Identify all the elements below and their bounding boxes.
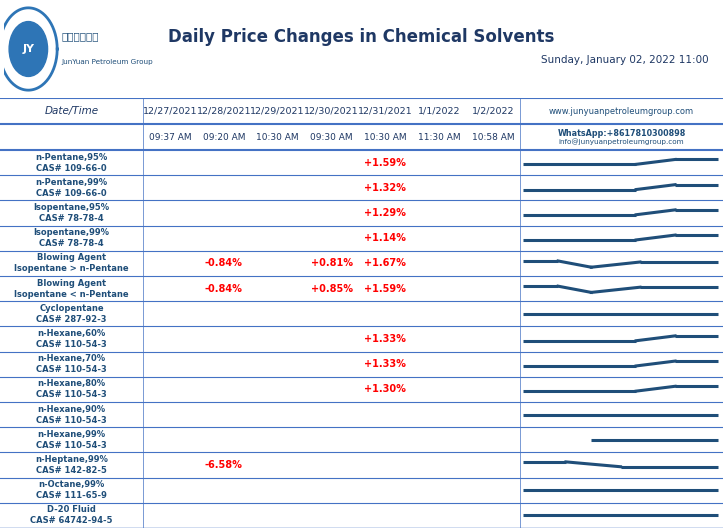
Text: 12/28/2021: 12/28/2021 [197, 107, 251, 116]
Text: n-Hexane,80%
CAS# 110-54-3: n-Hexane,80% CAS# 110-54-3 [36, 379, 107, 400]
Text: n-Octane,99%
CAS# 111-65-9: n-Octane,99% CAS# 111-65-9 [36, 480, 107, 500]
Text: +1.59%: +1.59% [364, 284, 406, 294]
Text: JY: JY [22, 44, 34, 54]
Text: +1.67%: +1.67% [364, 258, 406, 268]
Text: +0.85%: +0.85% [310, 284, 353, 294]
Text: +1.32%: +1.32% [364, 183, 406, 193]
Text: n-Hexane,60%
CAS# 110-54-3: n-Hexane,60% CAS# 110-54-3 [36, 329, 107, 349]
Text: Date/Time: Date/Time [44, 106, 98, 116]
Text: 09:30 AM: 09:30 AM [310, 133, 353, 142]
Text: Cyclopentane
CAS# 287-92-3: Cyclopentane CAS# 287-92-3 [36, 304, 107, 324]
Text: 12/30/2021: 12/30/2021 [304, 107, 359, 116]
Text: -6.58%: -6.58% [205, 460, 243, 470]
Text: +1.30%: +1.30% [364, 384, 406, 394]
Text: 11:30 AM: 11:30 AM [418, 133, 461, 142]
Text: Sunday, January 02, 2022 11:00: Sunday, January 02, 2022 11:00 [541, 55, 709, 65]
Text: +1.59%: +1.59% [364, 157, 406, 167]
Text: 10:30 AM: 10:30 AM [257, 133, 299, 142]
Text: Daily Price Changes in Chemical Solvents: Daily Price Changes in Chemical Solvents [168, 28, 555, 46]
Text: n-Heptane,99%
CAS# 142-82-5: n-Heptane,99% CAS# 142-82-5 [35, 455, 108, 475]
Text: Isopentane,95%
CAS# 78-78-4: Isopentane,95% CAS# 78-78-4 [33, 203, 110, 223]
Text: 10:58 AM: 10:58 AM [472, 133, 514, 142]
Text: D-20 Fluid
CAS# 64742-94-5: D-20 Fluid CAS# 64742-94-5 [30, 505, 113, 525]
Text: +1.33%: +1.33% [364, 359, 406, 369]
Text: 12/29/2021: 12/29/2021 [250, 107, 305, 116]
Text: -0.84%: -0.84% [205, 258, 243, 268]
Text: 12/31/2021: 12/31/2021 [358, 107, 413, 116]
Text: +0.81%: +0.81% [310, 258, 353, 268]
Text: 10:30 AM: 10:30 AM [364, 133, 406, 142]
Text: +1.14%: +1.14% [364, 233, 406, 243]
Text: www.junyuanpetroleumgroup.com: www.junyuanpetroleumgroup.com [549, 107, 694, 116]
Text: 1/1/2022: 1/1/2022 [418, 107, 461, 116]
Text: JunYuan Petroleum Group: JunYuan Petroleum Group [61, 59, 153, 65]
Text: Blowing Agent
Isopentane > n-Pentane: Blowing Agent Isopentane > n-Pentane [14, 253, 129, 274]
Text: 俊源石油集团: 俊源石油集团 [61, 31, 99, 41]
Text: 09:20 AM: 09:20 AM [202, 133, 245, 142]
Circle shape [9, 22, 48, 77]
Text: n-Pentane,95%
CAS# 109-66-0: n-Pentane,95% CAS# 109-66-0 [35, 153, 108, 173]
Text: 1/2/2022: 1/2/2022 [472, 107, 514, 116]
Text: WhatsApp:+8617810300898: WhatsApp:+8617810300898 [557, 128, 685, 137]
Text: n-Hexane,99%
CAS# 110-54-3: n-Hexane,99% CAS# 110-54-3 [36, 430, 107, 450]
Text: -0.84%: -0.84% [205, 284, 243, 294]
Text: +1.33%: +1.33% [364, 334, 406, 344]
Text: n-Pentane,99%
CAS# 109-66-0: n-Pentane,99% CAS# 109-66-0 [35, 178, 108, 198]
Text: info@junyuanpetroleumgroup.com: info@junyuanpetroleumgroup.com [559, 139, 684, 145]
Text: 09:37 AM: 09:37 AM [149, 133, 192, 142]
Text: Isopentane,99%
CAS# 78-78-4: Isopentane,99% CAS# 78-78-4 [33, 228, 109, 248]
Text: n-Hexane,70%
CAS# 110-54-3: n-Hexane,70% CAS# 110-54-3 [36, 354, 107, 374]
Text: Blowing Agent
Isopentane < n-Pentane: Blowing Agent Isopentane < n-Pentane [14, 279, 129, 299]
Text: 12/27/2021: 12/27/2021 [142, 107, 197, 116]
Text: n-Hexane,90%
CAS# 110-54-3: n-Hexane,90% CAS# 110-54-3 [36, 404, 107, 425]
Text: +1.29%: +1.29% [364, 208, 406, 218]
